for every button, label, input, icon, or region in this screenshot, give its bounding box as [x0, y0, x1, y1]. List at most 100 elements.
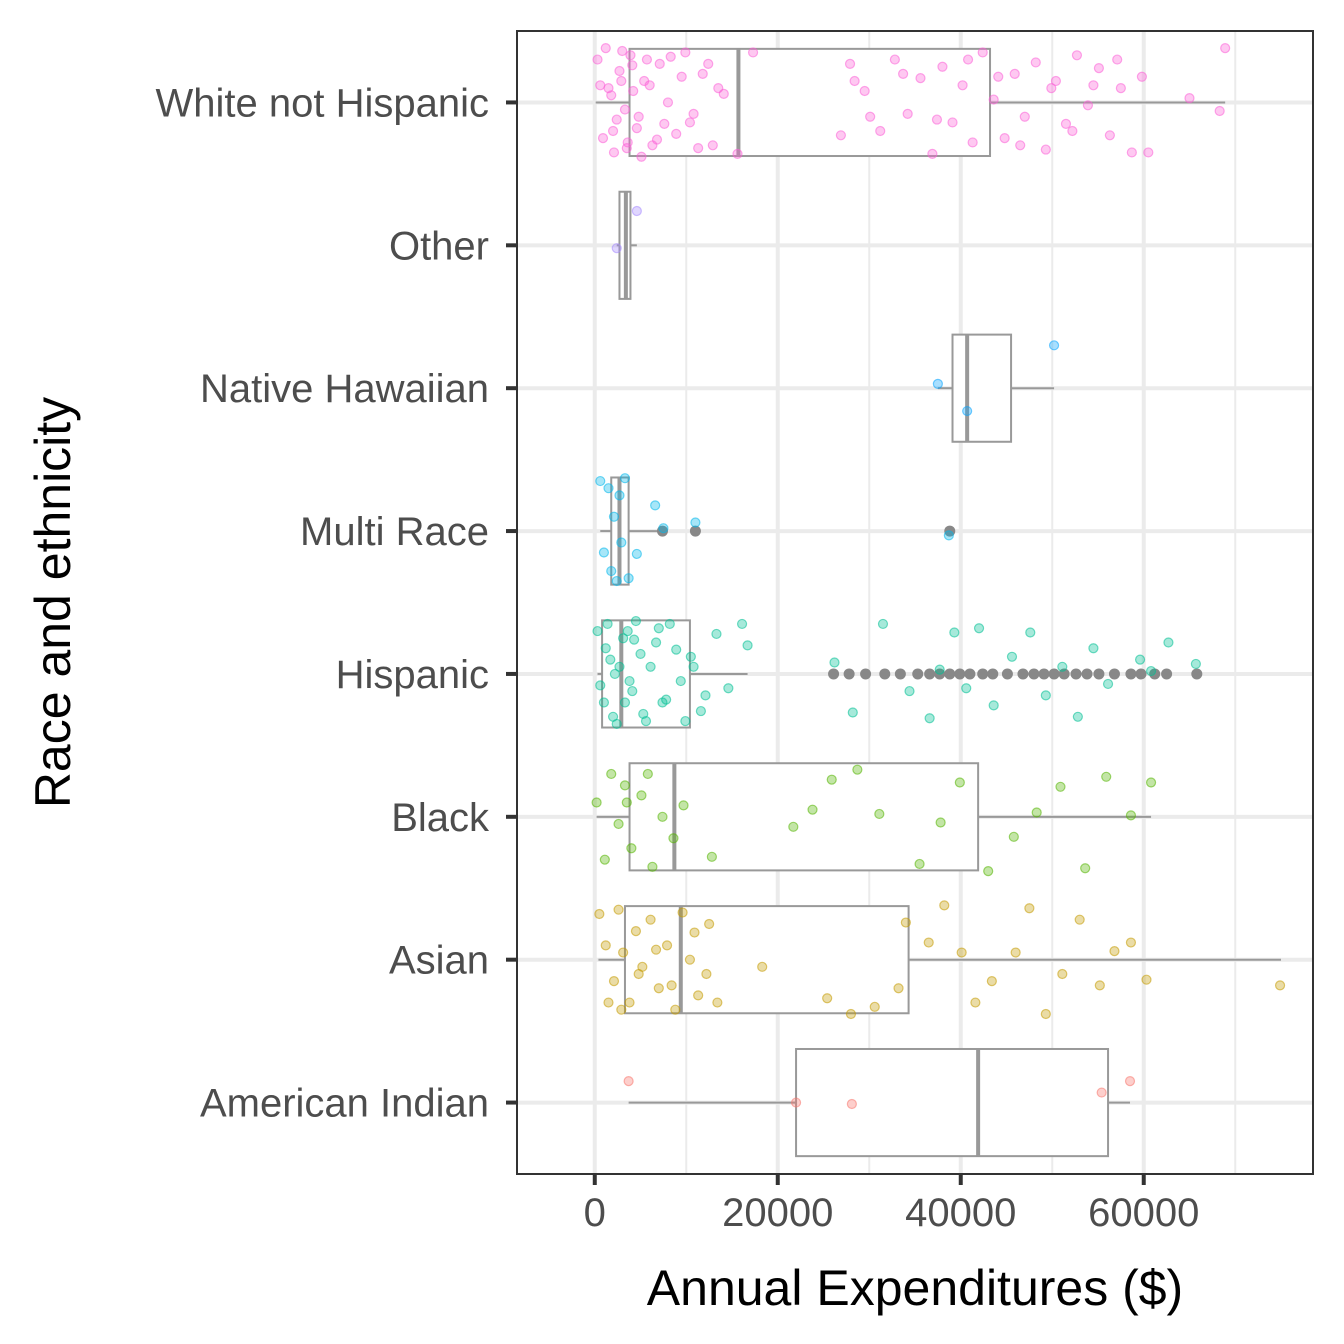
outlier-point [987, 668, 999, 680]
data-point [617, 45, 628, 57]
x-tick-label: 60000 [1088, 1191, 1199, 1235]
data-point [927, 148, 938, 159]
data-point [623, 1076, 634, 1087]
outlier-point [828, 668, 840, 680]
data-point [597, 133, 609, 144]
data-point [600, 643, 611, 654]
data-point [1031, 807, 1042, 818]
data-point [934, 664, 945, 675]
data-point [1080, 863, 1091, 874]
data-point [631, 205, 642, 217]
data-point [598, 697, 610, 708]
data-point [633, 111, 644, 122]
data-point [631, 123, 642, 134]
data-point [893, 983, 904, 994]
data-point [736, 618, 748, 630]
data-point [1143, 147, 1154, 158]
outlier-point [1135, 668, 1147, 680]
data-point [859, 85, 870, 97]
outlier-point [1048, 668, 1060, 680]
box-asian [598, 905, 1281, 1015]
data-point [616, 537, 627, 548]
data-point [671, 128, 682, 139]
data-point [1010, 947, 1021, 958]
points-multi-race [595, 473, 954, 587]
data-point [904, 685, 915, 697]
data-point [939, 900, 950, 911]
data-point [626, 843, 637, 854]
data-point [644, 80, 655, 91]
data-point [607, 125, 619, 137]
data-point [645, 914, 656, 925]
data-point [1096, 1087, 1107, 1098]
data-point [627, 685, 638, 697]
data-point [707, 140, 718, 151]
y-tick-label: Other [389, 224, 489, 268]
data-point [630, 615, 642, 627]
box-native-hawaiian [937, 333, 1055, 443]
data-point [676, 71, 687, 82]
data-point [1046, 83, 1057, 94]
data-point [1060, 118, 1072, 129]
box-white-not-hispanic [595, 47, 1226, 158]
y-tick-label: Native Hawaiian [200, 367, 489, 411]
data-point [999, 133, 1010, 144]
data-point [874, 808, 885, 820]
data-point [619, 780, 631, 791]
data-point [1019, 111, 1030, 122]
data-point [713, 83, 724, 94]
data-point [658, 523, 669, 534]
data-point [633, 968, 644, 980]
data-point [603, 483, 614, 494]
data-point [622, 625, 633, 637]
outlier-point [954, 668, 966, 680]
data-point [947, 117, 958, 128]
data-point [684, 117, 696, 128]
data-point [608, 511, 620, 522]
data-point [675, 675, 686, 687]
outlier-point [879, 668, 891, 680]
outlier-point [843, 668, 855, 680]
data-point [1124, 1076, 1136, 1087]
data-point [684, 954, 696, 965]
data-point [1074, 914, 1085, 925]
data-point [742, 640, 753, 651]
data-point [607, 711, 619, 722]
data-point [598, 547, 610, 558]
data-point [961, 683, 972, 694]
data-point [1057, 661, 1068, 672]
data-point [653, 983, 664, 994]
boxplots [595, 47, 1281, 1158]
data-point [835, 130, 846, 141]
data-point [807, 804, 818, 815]
outlier-point [1125, 668, 1137, 680]
data-point [1072, 711, 1083, 722]
outlier-point [1093, 668, 1105, 680]
data-point [986, 976, 997, 987]
box-black [596, 762, 1152, 872]
data-point [937, 61, 948, 72]
data-point [614, 661, 625, 672]
data-point [624, 997, 635, 1008]
data-point [1145, 777, 1157, 788]
data-point [706, 851, 717, 862]
data-point [693, 143, 704, 154]
data-point [640, 715, 652, 727]
data-point [1145, 665, 1157, 677]
data-point [595, 680, 606, 691]
y-tick-label: Asian [389, 939, 489, 983]
data-point [1126, 147, 1137, 158]
data-point [983, 866, 994, 877]
data-point [943, 530, 954, 541]
outlier-point [689, 525, 701, 537]
data-point [962, 54, 974, 65]
data-point [657, 697, 668, 708]
data-point [988, 700, 999, 711]
data-point [599, 854, 610, 865]
data-point [611, 114, 622, 125]
panel-border [516, 30, 1314, 1175]
data-point [898, 68, 909, 79]
y-tick-label: Multi Race [300, 510, 489, 554]
data-point [875, 125, 886, 137]
y-tick-label: American Indian [200, 1082, 489, 1126]
